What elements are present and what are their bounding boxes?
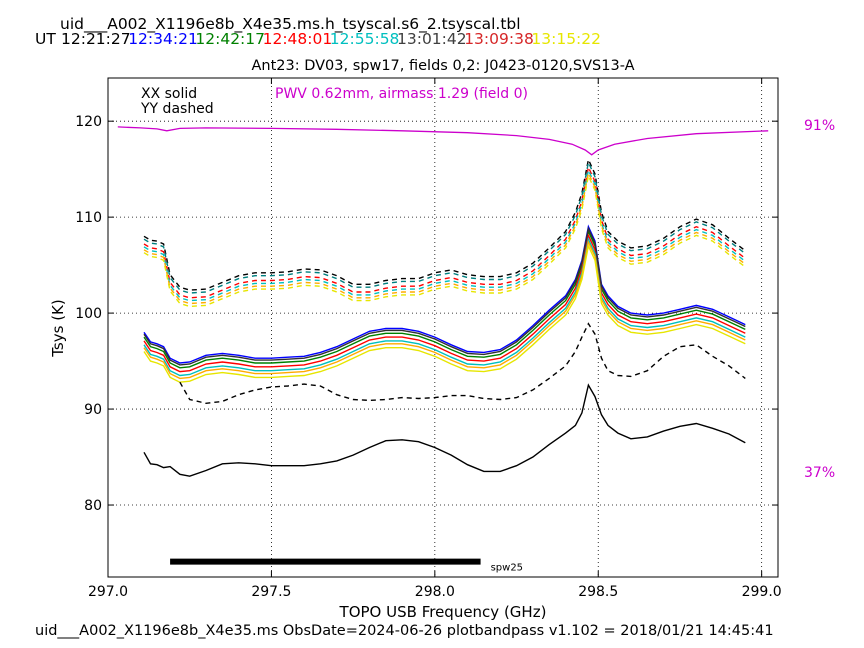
y-axis-label: Tsys (K) bbox=[49, 299, 67, 358]
filename-title: uid___A002_X1196e8b_X4e35.ms.h_tsyscal.s… bbox=[60, 15, 521, 34]
ut-time-6: 13:09:38 bbox=[464, 30, 534, 48]
x-tick-label: 298.5 bbox=[578, 584, 618, 600]
series-layer bbox=[117, 126, 769, 565]
x-tick-label: 298.0 bbox=[415, 584, 455, 600]
plot-area: 297.0 297.5 298.0 298.5 299.0 80 90 100 110 120 s… bbox=[75, 77, 782, 600]
ut-times-row: 12:21:2712:34:2112:42:1712:48:0112:55:58… bbox=[61, 30, 601, 48]
series-line-xx-6 bbox=[143, 226, 746, 366]
ut-time-1: 12:34:21 bbox=[128, 30, 198, 48]
ut-time-3: 12:48:01 bbox=[263, 30, 333, 48]
atm-transmission-curve bbox=[117, 126, 769, 156]
atm-transmission-top: 91% bbox=[804, 118, 835, 134]
pwv-annotation: PWV 0.62mm, airmass 1.29 (field 0) bbox=[275, 86, 528, 102]
series-line-xx-4 bbox=[143, 239, 746, 380]
ut-time-5: 13:01:42 bbox=[397, 30, 467, 48]
series-line-yy-14 bbox=[179, 322, 746, 405]
spw-bar-label: spw25 bbox=[491, 563, 523, 574]
series-line-yy-8 bbox=[143, 157, 746, 291]
x-tick-label: 297.5 bbox=[251, 584, 291, 600]
ut-time-0: 12:21:27 bbox=[61, 30, 131, 48]
y-tick-label: 80 bbox=[84, 498, 102, 514]
y-tick-label: 100 bbox=[75, 306, 102, 322]
plot-frame bbox=[107, 77, 779, 578]
x-axis-label: TOPO USB Frequency (GHz) bbox=[339, 603, 547, 621]
x-tick-label: 297.0 bbox=[88, 584, 128, 600]
series-line-yy-9 bbox=[143, 160, 746, 294]
atm-transmission-bottom: 37% bbox=[804, 465, 835, 481]
legend-xx: XX solid bbox=[141, 86, 197, 102]
series-line-xx-2 bbox=[143, 233, 746, 373]
series-line-xx-5 bbox=[143, 243, 746, 383]
chart-title: Ant23: DV03, spw17, fields 0,2: J0423-01… bbox=[251, 58, 634, 74]
series-line-yy-11 bbox=[143, 167, 746, 302]
series-line-yy-12 bbox=[143, 170, 746, 305]
series-line-xx-0 bbox=[143, 224, 746, 364]
legend-yy: YY dashed bbox=[140, 101, 214, 117]
y-tick-label: 110 bbox=[75, 210, 102, 226]
y-tick-label: 90 bbox=[84, 402, 102, 418]
ut-time-4: 12:55:58 bbox=[330, 30, 400, 48]
axis-ticks: 297.0 297.5 298.0 298.5 299.0 80 90 100 110 120 bbox=[75, 78, 782, 600]
series-line-xx-7 bbox=[143, 383, 746, 477]
series-line-yy-13 bbox=[143, 173, 746, 308]
plot-frame-bg bbox=[108, 78, 778, 577]
series-line-yy-10 bbox=[143, 164, 746, 299]
ut-time-7: 13:15:22 bbox=[531, 30, 601, 48]
ut-label: UT bbox=[35, 30, 56, 48]
x-tick-label: 299.0 bbox=[742, 584, 782, 600]
series-line-xx-1 bbox=[143, 229, 746, 369]
series-line-xx-3 bbox=[143, 236, 746, 377]
ut-time-2: 12:42:17 bbox=[195, 30, 265, 48]
footer-info: uid___A002_X1196e8b_X4e35.ms ObsDate=202… bbox=[35, 623, 774, 639]
y-tick-label: 120 bbox=[75, 114, 102, 130]
